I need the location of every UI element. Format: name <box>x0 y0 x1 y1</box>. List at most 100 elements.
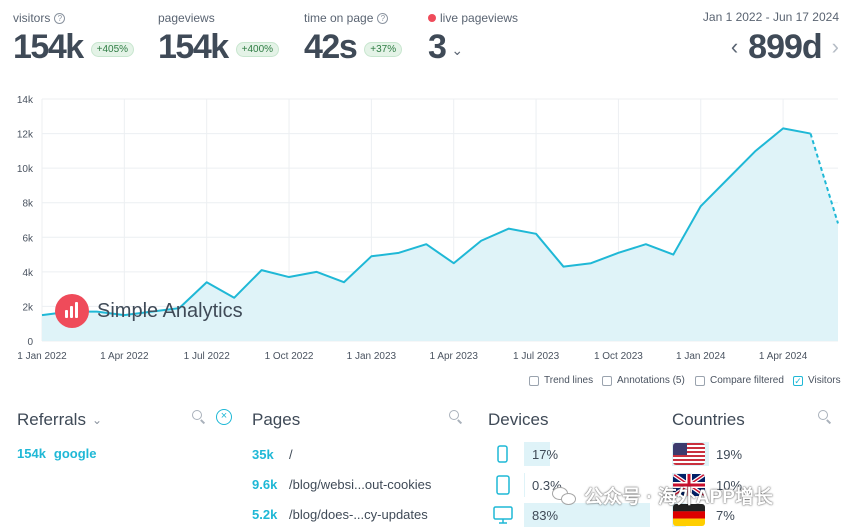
list-item[interactable]: 9.6k/blog/websi...out-cookies <box>252 477 431 492</box>
visitors-area <box>42 128 838 341</box>
list-item[interactable]: 5.2k/blog/does-...cy-updates <box>252 507 428 522</box>
bar-chart-logo-icon <box>55 294 89 328</box>
pages-title: Pages <box>252 410 301 429</box>
brand-name: Simple Analytics <box>97 299 243 322</box>
tablet-icon <box>496 475 510 495</box>
checkbox-icon[interactable] <box>695 375 705 386</box>
device-row[interactable]: 83% <box>490 503 653 527</box>
y-tick-label: 0 <box>27 337 33 348</box>
list-item[interactable]: 35k / <box>252 447 293 462</box>
pageviews-stat[interactable]: pageviews 154k +400% <box>158 10 280 66</box>
device-bar <box>524 442 550 466</box>
time-on-page-change-badge: +37% <box>364 41 403 57</box>
visitors-change-badge: +405% <box>90 41 135 57</box>
page-count: 35k <box>252 447 274 462</box>
legend-label: Trend lines <box>544 375 594 386</box>
referrals-title-text: Referrals <box>17 410 86 429</box>
checkbox-icon[interactable] <box>602 375 612 386</box>
visitors-chart[interactable]: 0 2k 4k 6k 8k 10k 12k 14k 1 Jan 2022 1 Apr 2022 1 … <box>0 86 865 371</box>
info-icon[interactable]: ? <box>54 12 66 24</box>
legend-trend-lines[interactable]: Trend lines <box>529 375 593 386</box>
watermark-text: 公众号 · 海外APP增长 <box>584 487 773 508</box>
x-tick-label: 1 Apr 2024 <box>759 351 808 362</box>
time-on-page-stat[interactable]: time on page? 42s +37% <box>304 10 403 66</box>
pageviews-change-badge: +400% <box>235 41 280 57</box>
pageviews-value: 154k <box>158 28 229 66</box>
country-value: 19% <box>716 446 743 462</box>
y-tick-label: 10k <box>17 164 34 175</box>
pageviews-label: pageviews <box>158 11 215 25</box>
legend-visitors[interactable]: ✓ Visitors <box>793 375 841 386</box>
list-item[interactable]: 154k google <box>17 446 105 461</box>
de-flag-icon <box>673 504 705 526</box>
uk-flag-icon <box>673 474 705 496</box>
page-path[interactable]: /blog/does-...cy-updates <box>289 507 428 522</box>
country-value: 7% <box>716 507 735 523</box>
x-tick-label: 1 Apr 2023 <box>430 351 479 362</box>
live-dot-icon <box>428 14 436 22</box>
legend-annotations[interactable]: Annotations (5) <box>602 375 685 386</box>
legend-label: Annotations (5) <box>617 375 685 386</box>
wechat-icon <box>552 485 578 507</box>
chevron-right-icon[interactable]: › <box>831 34 839 59</box>
device-row[interactable]: 17% <box>490 442 653 466</box>
search-icon[interactable] <box>449 410 463 424</box>
legend-label: Compare filtered <box>710 375 784 386</box>
chevron-left-icon[interactable]: ‹ <box>730 34 739 59</box>
country-row[interactable]: 10% <box>672 473 838 497</box>
devices-title: Devices <box>488 410 549 429</box>
period-value: 899d <box>748 28 822 66</box>
x-tick-label: 1 Apr 2022 <box>100 351 149 362</box>
page-path[interactable]: /blog/websi...out-cookies <box>289 477 432 492</box>
visitors-projection-line <box>809 133 839 224</box>
page-path[interactable]: / <box>289 447 293 462</box>
device-bar <box>524 473 525 497</box>
country-row[interactable]: 19% <box>672 442 838 466</box>
referral-name[interactable]: google <box>53 446 97 461</box>
visitors-stat[interactable]: visitors? 154k +405% <box>13 10 135 66</box>
phone-icon <box>497 445 508 463</box>
device-bar <box>524 503 651 527</box>
search-icon[interactable] <box>192 410 206 424</box>
referral-count: 154k <box>17 446 46 461</box>
live-pageviews-stat[interactable]: live pageviews 3 ⌄ <box>428 10 518 66</box>
us-flag-icon <box>673 443 705 465</box>
chevron-down-icon[interactable]: ⌄ <box>91 413 103 427</box>
visitors-value: 154k <box>13 28 84 66</box>
x-tick-label: 1 Jul 2023 <box>513 351 560 362</box>
close-icon[interactable]: × <box>216 409 232 425</box>
desktop-icon <box>493 506 513 524</box>
time-on-page-label: time on page <box>304 11 374 25</box>
live-pageviews-label: live pageviews <box>440 11 519 25</box>
legend-label: Visitors <box>808 375 841 386</box>
x-tick-label: 1 Oct 2022 <box>265 351 314 362</box>
x-tick-label: 1 Jan 2023 <box>347 351 397 362</box>
device-value: 83% <box>532 507 559 523</box>
period-selector: ‹ 899d › <box>731 28 839 66</box>
y-tick-label: 12k <box>17 130 34 141</box>
date-range-label[interactable]: Jan 1 2022 - Jun 17 2024 <box>702 10 839 24</box>
x-tick-label: 1 Oct 2023 <box>594 351 643 362</box>
chevron-down-icon[interactable]: ⌄ <box>451 41 464 58</box>
watermark: 公众号 · 海外APP增长 <box>552 482 773 509</box>
y-tick-label: 8k <box>22 199 34 210</box>
search-icon[interactable] <box>818 410 832 424</box>
referrals-title[interactable]: Referrals ⌄ <box>17 410 102 430</box>
legend-compare-filtered[interactable]: Compare filtered <box>695 375 784 386</box>
checkbox-icon[interactable] <box>529 375 539 386</box>
x-tick-label: 1 Jan 2022 <box>17 351 67 362</box>
page-count: 9.6k <box>252 477 278 492</box>
brand-logo: Simple Analytics <box>55 294 243 328</box>
y-tick-label: 4k <box>22 268 34 279</box>
time-on-page-value: 42s <box>304 28 358 66</box>
info-icon[interactable]: ? <box>377 12 389 24</box>
page-count: 5.2k <box>252 507 278 522</box>
x-tick-label: 1 Jul 2022 <box>184 351 231 362</box>
checkbox-checked-icon[interactable]: ✓ <box>793 375 803 386</box>
country-row[interactable]: 7% <box>672 503 838 527</box>
visitors-label: visitors <box>13 11 51 25</box>
y-tick-label: 6k <box>22 233 34 244</box>
visitors-line <box>41 127 811 317</box>
live-pageviews-value: 3 <box>428 28 447 66</box>
country-value: 10% <box>716 477 743 493</box>
